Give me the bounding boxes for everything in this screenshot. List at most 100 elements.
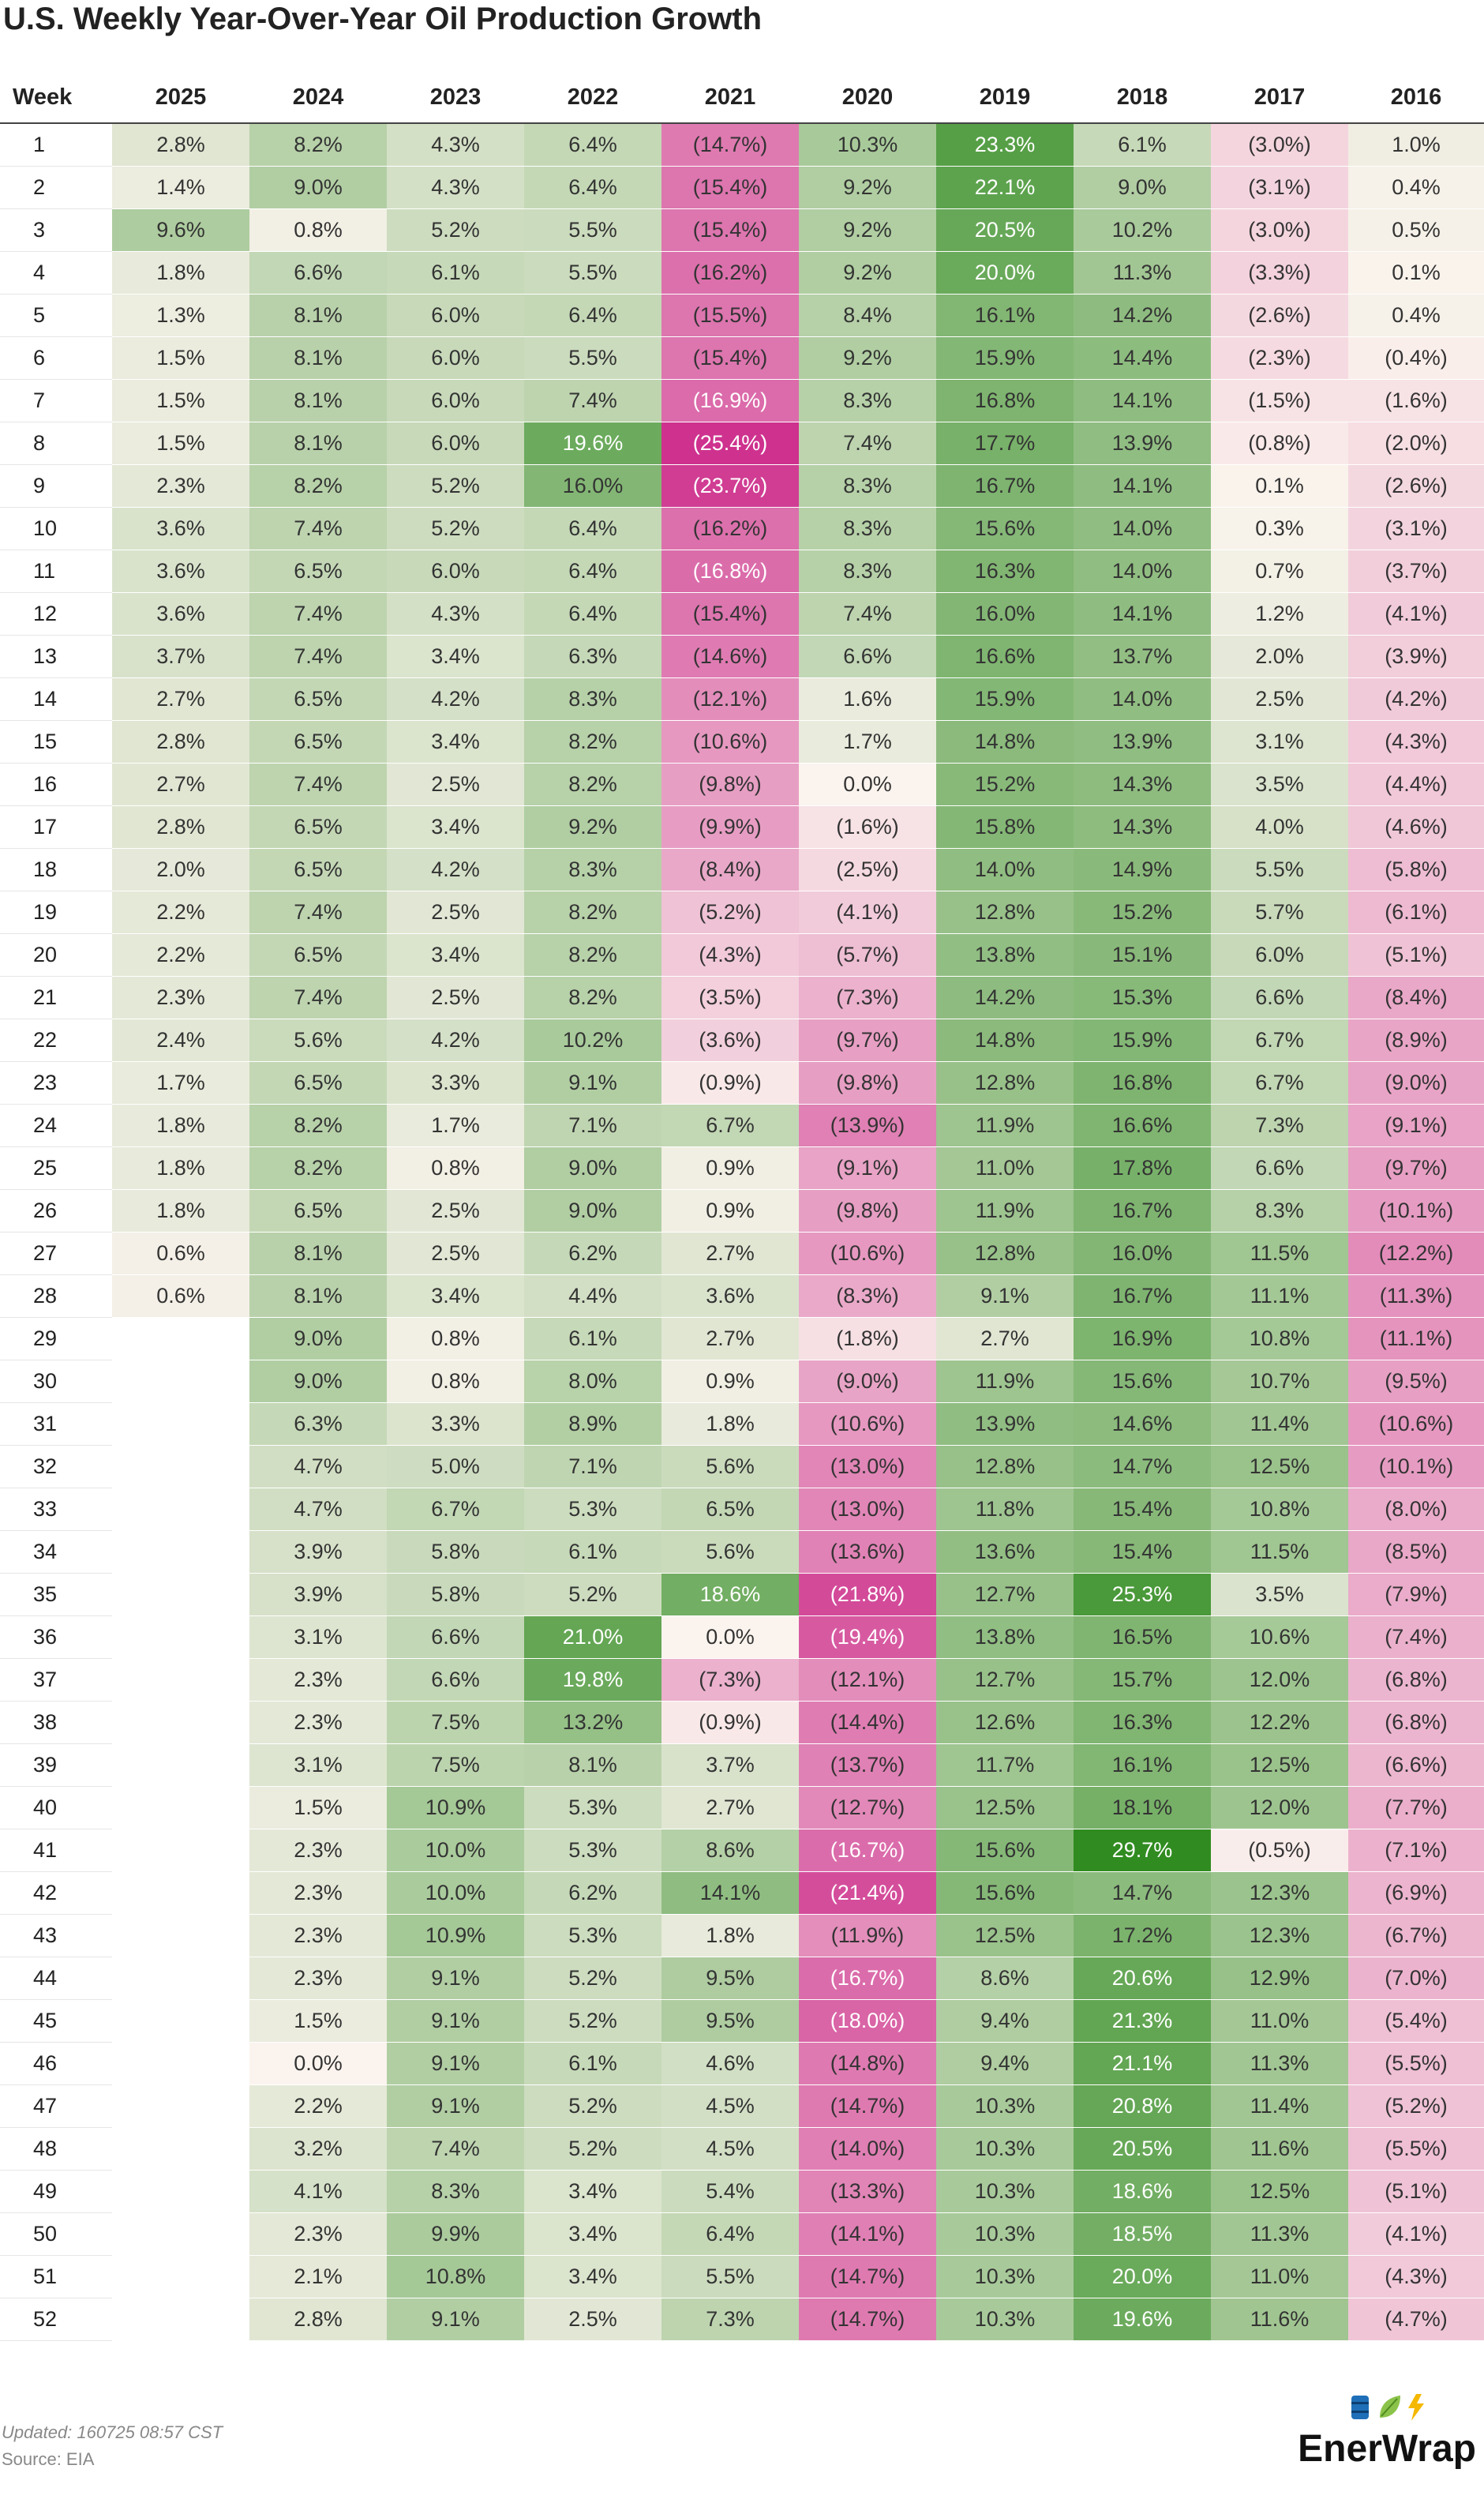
heatmap-cell: 11.8% [936, 1488, 1074, 1531]
heatmap-cell [112, 1530, 249, 1574]
heatmap-cell: 11.3% [1074, 251, 1211, 295]
heatmap-cell: (6.9%) [1348, 1871, 1484, 1915]
heatmap-cell: 8.3% [799, 379, 936, 422]
heatmap-cell: 14.0% [1074, 507, 1211, 550]
heatmap-cell: (5.4%) [1348, 1999, 1484, 2043]
heatmap-cell: 5.5% [1211, 848, 1348, 891]
heatmap-cell: 7.4% [387, 2127, 524, 2171]
week-label: 15 [0, 720, 112, 764]
heatmap-cell: (21.8%) [799, 1573, 936, 1616]
heatmap-cell: 0.1% [1348, 251, 1484, 295]
heatmap-cell: 6.4% [524, 592, 661, 636]
heatmap-cell: 11.5% [1211, 1232, 1348, 1275]
heatmap-cell: 10.9% [387, 1914, 524, 1957]
heatmap-cell: 1.2% [1211, 592, 1348, 636]
week-row: 23 1.7% 6.5% 3.3% 9.1% (0.9%) (9.8%) 12.8% 16.8%… [0, 1061, 1484, 1105]
heatmap-cell: 5.5% [524, 208, 661, 252]
heatmap-cell: 5.2% [524, 1573, 661, 1616]
heatmap-cell: 6.5% [249, 805, 387, 849]
heatmap-cell: 2.3% [112, 464, 249, 508]
heatmap-cell: 25.3% [1074, 1573, 1211, 1616]
heatmap-cell: (6.6%) [1348, 1743, 1484, 1787]
heatmap-cell: 10.3% [936, 2170, 1074, 2213]
heatmap-cell: 13.7% [1074, 635, 1211, 678]
heatmap-cell: 15.9% [1074, 1019, 1211, 1062]
heatmap-cell: 15.6% [1074, 1360, 1211, 1403]
heatmap-cell: 7.4% [799, 592, 936, 636]
heatmap-cell: 8.3% [799, 550, 936, 593]
week-label: 10 [0, 507, 112, 550]
heatmap-cell: (3.1%) [1348, 507, 1484, 550]
heatmap-cell: (9.1%) [1348, 1104, 1484, 1147]
heatmap-cell: 8.1% [524, 1743, 661, 1787]
heatmap-cell: 15.3% [1074, 976, 1211, 1019]
heatmap-cell: 10.0% [387, 1829, 524, 1872]
heatmap-cell: 2.8% [112, 123, 249, 167]
heatmap-cell: 6.7% [661, 1104, 799, 1147]
heatmap-cell: (14.6%) [661, 635, 799, 678]
heatmap-cell: (10.1%) [1348, 1445, 1484, 1488]
heatmap-cell [112, 1402, 249, 1446]
heatmap-cell: 14.1% [1074, 464, 1211, 508]
heatmap-cell: 6.6% [387, 1615, 524, 1659]
heatmap-cell: 2.8% [112, 805, 249, 849]
heatmap-cell: 4.3% [387, 123, 524, 167]
week-label: 1 [0, 123, 112, 167]
week-label: 52 [0, 2298, 112, 2341]
heatmap-cell: 1.5% [112, 336, 249, 380]
heatmap-cell: (2.6%) [1348, 464, 1484, 508]
week-row: 2 1.4% 9.0% 4.3% 6.4% (15.4%) 9.2% 22.1% 9.0% (3.… [0, 166, 1484, 209]
heatmap-cell: 0.0% [249, 2042, 387, 2085]
week-row: 13 3.7% 7.4% 3.4% 6.3% (14.6%) 6.6% 16.6% 13.7% 2… [0, 635, 1484, 678]
heatmap-cell: 16.5% [1074, 1615, 1211, 1659]
heatmap-cell: (25.4%) [661, 422, 799, 465]
week-row: 47 2.2% 9.1% 5.2% 4.5% (14.7%) 10.3% 20.8% 11.4%… [0, 2084, 1484, 2128]
heatmap-cell: (3.3%) [1211, 251, 1348, 295]
week-row: 21 2.3% 7.4% 2.5% 8.2% (3.5%) (7.3%) 14.2% 15.3%… [0, 976, 1484, 1019]
week-label: 32 [0, 1445, 112, 1488]
heatmap-cell: 12.8% [936, 1061, 1074, 1105]
heatmap-cell: 9.0% [249, 1317, 387, 1360]
heatmap-cell: 0.9% [661, 1146, 799, 1190]
heatmap-cell [112, 1445, 249, 1488]
week-row: 25 1.8% 8.2% 0.8% 9.0% 0.9% (9.1%) 11.0% 17.8% 6.… [0, 1146, 1484, 1190]
heatmap-cell: 7.3% [1211, 1104, 1348, 1147]
heatmap-cell: 8.9% [524, 1402, 661, 1446]
heatmap-cell: (14.7%) [799, 2298, 936, 2341]
heatmap-cell: 4.1% [249, 2170, 387, 2213]
heatmap-cell: 0.6% [112, 1274, 249, 1318]
heatmap-cell: 14.1% [1074, 379, 1211, 422]
heatmap-cell: 7.1% [524, 1445, 661, 1488]
heatmap-cell: 6.6% [249, 251, 387, 295]
heatmap-cell: 1.8% [112, 1146, 249, 1190]
heatmap-cell: (9.1%) [799, 1146, 936, 1190]
week-row: 12 3.6% 7.4% 4.3% 6.4% (15.4%) 7.4% 16.0% 14.1% 1… [0, 592, 1484, 636]
heatmap-cell: 2.7% [936, 1317, 1074, 1360]
heatmap-cell: 9.4% [936, 2042, 1074, 2085]
heatmap-cell: 1.8% [112, 1189, 249, 1233]
heatmap-cell: 3.6% [112, 507, 249, 550]
week-label: 23 [0, 1061, 112, 1105]
heatmap-cell: (19.4%) [799, 1615, 936, 1659]
week-label: 11 [0, 550, 112, 593]
heatmap-cell: 11.6% [1211, 2298, 1348, 2341]
heatmap-cell: (14.0%) [799, 2127, 936, 2171]
heatmap-cell: 14.7% [1074, 1445, 1211, 1488]
heatmap-cell: 8.6% [936, 1957, 1074, 2000]
heatmap-cell: 1.3% [112, 294, 249, 337]
heatmap-cell: 20.0% [936, 251, 1074, 295]
week-label: 47 [0, 2084, 112, 2128]
heatmap-cell: 11.9% [936, 1360, 1074, 1403]
heatmap-cell: 15.6% [936, 507, 1074, 550]
heatmap-cell: 15.1% [1074, 933, 1211, 977]
heatmap-cell: 2.2% [112, 891, 249, 934]
heatmap-cell: 1.8% [112, 251, 249, 295]
heatmap-cell: 2.3% [112, 976, 249, 1019]
heatmap-cell: 1.7% [112, 1061, 249, 1105]
week-label: 7 [0, 379, 112, 422]
heatmap-cell: 0.1% [1211, 464, 1348, 508]
heatmap-cell: (0.5%) [1211, 1829, 1348, 1872]
heatmap-cell: (4.3%) [1348, 720, 1484, 764]
source-note: Source: EIA [2, 2449, 95, 2469]
heatmap-cell: 14.0% [1074, 677, 1211, 721]
